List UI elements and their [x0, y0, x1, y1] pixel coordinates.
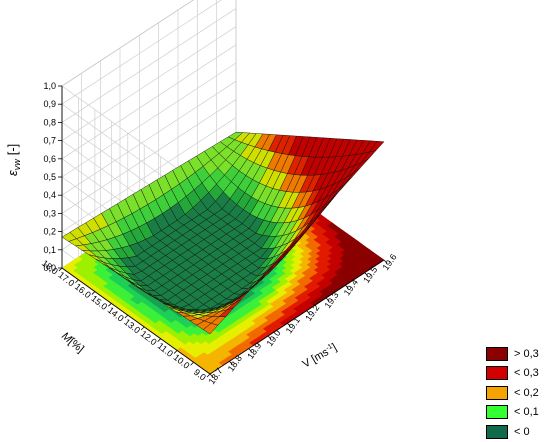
m-axis-title: M[%]: [59, 330, 86, 355]
z-tick-label: 0,0: [43, 263, 56, 273]
m-tick-mark: [91, 291, 96, 295]
v-tick-mark: [306, 310, 310, 314]
v-tick-mark: [364, 272, 368, 276]
legend-label: > 0,3: [514, 347, 539, 360]
legend-label: < 0,2: [514, 386, 539, 399]
z-tick-label: 0,5: [43, 172, 56, 182]
z-tick-label: 0,1: [43, 245, 56, 255]
legend-swatch: [486, 366, 508, 381]
m-tick-mark: [206, 373, 211, 378]
m-tick-mark: [75, 279, 79, 284]
v-tick-mark: [383, 259, 388, 264]
legend-label: < 0: [514, 425, 530, 438]
z-axis-title: εvw[-]: [5, 144, 22, 176]
z-tick-label: 0,4: [43, 190, 56, 200]
legend-label: < 0,1: [514, 406, 539, 419]
v-axis-line: [209, 259, 385, 375]
z-tick-label: 0,9: [43, 99, 56, 109]
m-tick-mark: [124, 314, 129, 319]
z-tick-label: 1,0: [43, 81, 56, 91]
legend-item: < 0,3: [486, 364, 548, 384]
z-tick-label: 0,3: [43, 208, 56, 218]
legend-item: < 0: [486, 422, 548, 442]
legend-item: > 0,3: [486, 344, 548, 364]
v-tick-label: 19.6: [380, 252, 398, 272]
v-axis-title: V[ms-1]: [301, 342, 339, 371]
m-axis-line: [61, 267, 211, 375]
z-tick-label: 0,2: [43, 227, 56, 237]
m-tick-mark: [157, 338, 161, 342]
surface-cell: [368, 141, 385, 153]
v-tick-mark: [229, 361, 233, 365]
v-tick-mark: [345, 285, 349, 289]
m-tick-mark: [58, 267, 63, 272]
m-tick-label: 18.0: [40, 258, 60, 277]
legend-item: < 0,1: [486, 403, 548, 423]
v-tick-mark: [248, 348, 252, 352]
legend-swatch: [486, 346, 508, 361]
m-tick-mark: [108, 303, 112, 307]
v-tick-mark: [209, 373, 214, 378]
v-tick-mark: [287, 323, 291, 327]
z-tick-label: 0,6: [43, 154, 56, 164]
response-surface: [61, 131, 385, 335]
z-tick-label: 0,7: [43, 136, 56, 146]
legend-item: < 0,2: [486, 383, 548, 403]
v-tick-mark: [325, 297, 330, 302]
v-tick-mark: [267, 335, 272, 340]
z-tick-label: 0,8: [43, 117, 56, 127]
legend-swatch: [486, 405, 508, 420]
m-tick-mark: [140, 326, 145, 331]
legend-swatch: [486, 424, 508, 439]
m-tick-mark: [173, 350, 178, 354]
legend-swatch: [486, 385, 508, 400]
m-tick-mark: [190, 361, 194, 366]
legend: > 0,3 < 0,3 < 0,2 < 0,1 < 0: [486, 344, 548, 442]
legend-label: < 0,3: [514, 367, 539, 380]
